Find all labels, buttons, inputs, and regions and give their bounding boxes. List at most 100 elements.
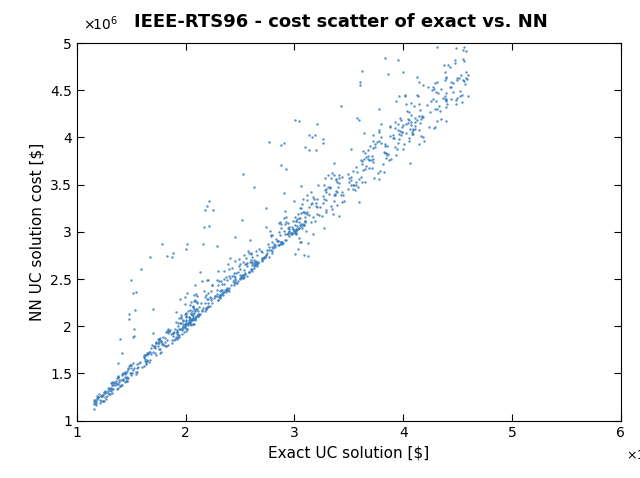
Point <box>319 181 329 189</box>
Point <box>128 359 138 367</box>
Point <box>156 339 166 347</box>
Point <box>113 373 123 381</box>
Point <box>355 79 365 87</box>
Point <box>189 297 199 305</box>
Point <box>92 395 102 402</box>
Point <box>460 80 470 88</box>
Point <box>284 223 294 230</box>
Point <box>433 89 443 97</box>
Point <box>113 380 123 388</box>
Point <box>208 206 218 214</box>
Point <box>126 276 136 284</box>
Point <box>173 333 184 341</box>
Point <box>277 240 287 248</box>
Point <box>230 278 240 285</box>
Point <box>315 203 325 211</box>
Point <box>279 227 289 235</box>
Point <box>205 288 216 295</box>
Point <box>323 183 333 191</box>
Point <box>358 166 369 174</box>
Point <box>291 225 301 232</box>
Point <box>118 376 128 383</box>
Point <box>252 262 262 270</box>
Point <box>314 212 324 219</box>
Point <box>336 102 346 109</box>
Point <box>217 291 227 298</box>
Point <box>186 317 196 325</box>
Point <box>213 296 223 304</box>
Point <box>391 152 401 159</box>
Point <box>177 317 188 325</box>
Point <box>196 299 206 307</box>
Point <box>300 218 310 226</box>
Point <box>427 87 437 94</box>
Point <box>239 269 250 277</box>
Point <box>141 359 151 367</box>
Point <box>252 260 262 268</box>
Point <box>95 399 105 407</box>
Point <box>115 382 125 390</box>
Point <box>200 300 210 307</box>
Point <box>337 188 348 196</box>
Point <box>221 276 232 284</box>
Point <box>323 171 333 178</box>
Point <box>189 296 200 304</box>
Point <box>204 197 214 205</box>
Point <box>174 325 184 333</box>
Point <box>184 318 195 326</box>
Point <box>412 117 422 124</box>
Point <box>451 100 461 108</box>
Point <box>287 226 298 233</box>
Point <box>267 248 277 255</box>
Point <box>161 342 171 349</box>
Point <box>289 227 299 235</box>
Point <box>385 123 395 131</box>
Point <box>440 97 451 105</box>
Point <box>98 391 108 399</box>
Point <box>181 317 191 325</box>
Point <box>402 107 412 115</box>
Point <box>372 138 382 146</box>
Point <box>296 209 307 217</box>
Point <box>385 122 396 130</box>
Point <box>228 272 239 280</box>
Point <box>118 377 129 384</box>
Point <box>202 299 212 306</box>
Point <box>168 332 178 339</box>
Point <box>290 116 300 123</box>
Point <box>104 390 115 398</box>
Point <box>188 302 198 310</box>
Point <box>301 227 312 235</box>
Point <box>353 116 364 123</box>
Point <box>440 103 451 111</box>
Point <box>273 238 283 245</box>
Point <box>236 273 246 281</box>
Point <box>172 308 182 316</box>
Point <box>100 395 111 402</box>
Point <box>418 81 428 89</box>
Point <box>286 230 296 238</box>
Point <box>194 310 204 317</box>
Point <box>374 137 384 144</box>
Point <box>292 246 303 253</box>
Point <box>407 130 417 138</box>
Point <box>156 337 166 344</box>
Point <box>307 133 317 141</box>
Point <box>102 384 113 391</box>
Point <box>171 319 181 326</box>
Point <box>183 307 193 315</box>
Point <box>100 390 111 397</box>
Point <box>440 95 450 102</box>
Point <box>276 239 286 246</box>
Point <box>404 135 414 142</box>
Point <box>136 265 146 273</box>
Point <box>180 325 191 332</box>
Point <box>186 310 196 317</box>
Point <box>435 108 445 115</box>
Point <box>296 222 306 230</box>
Point <box>206 294 216 302</box>
Point <box>355 175 365 183</box>
Point <box>93 393 103 401</box>
Point <box>148 329 158 337</box>
Point <box>243 259 253 267</box>
